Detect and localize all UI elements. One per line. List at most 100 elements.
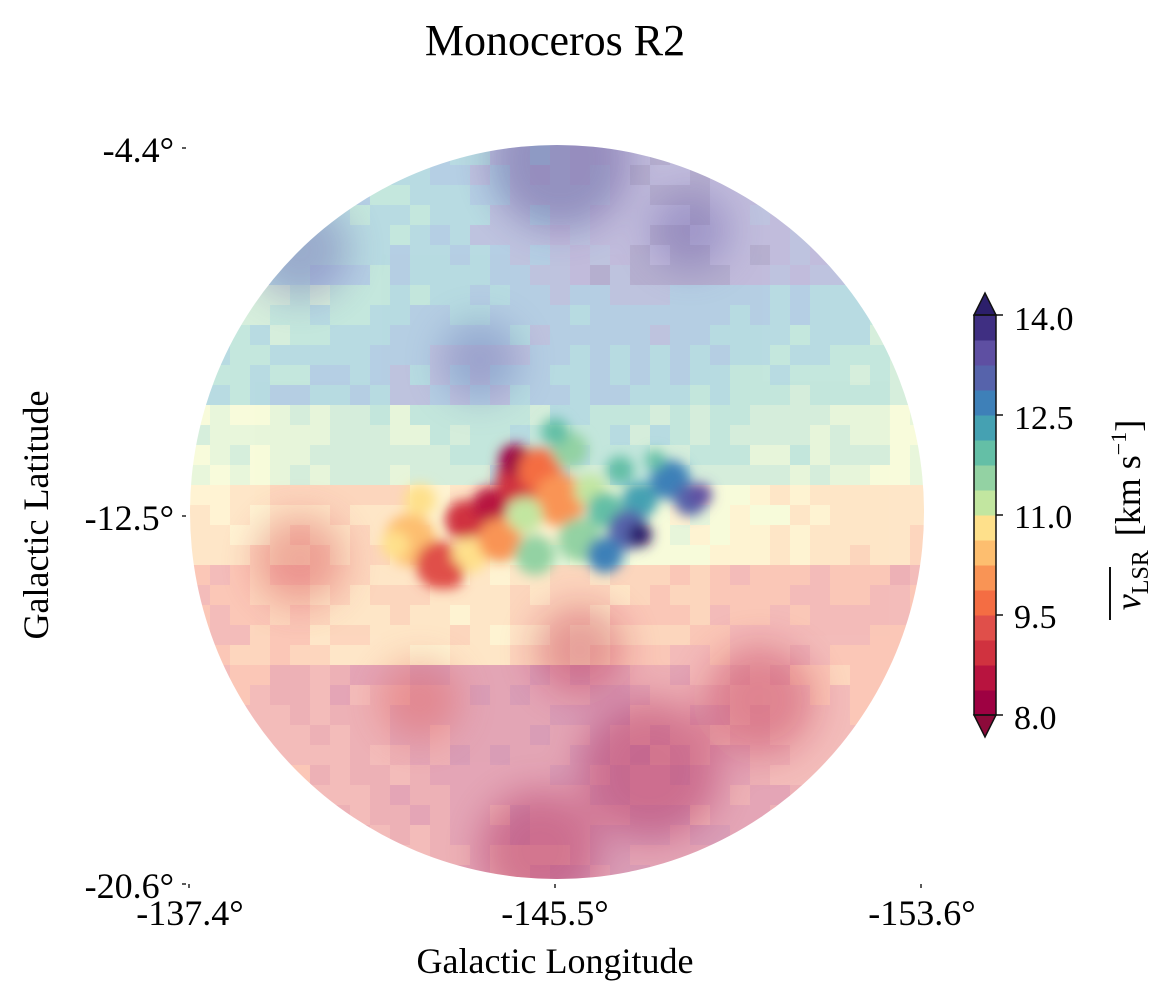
background-cell xyxy=(390,145,411,166)
background-cell xyxy=(270,745,291,766)
background-cell xyxy=(850,365,871,386)
background-cell xyxy=(530,225,551,246)
background-cell xyxy=(290,345,311,366)
background-cell xyxy=(750,425,771,446)
background-cell xyxy=(270,405,291,426)
background-cell xyxy=(250,485,271,506)
background-cell xyxy=(910,805,924,826)
background-cell xyxy=(190,705,211,726)
background-cell xyxy=(670,685,691,706)
background-cell xyxy=(610,425,631,446)
background-cell xyxy=(290,625,311,646)
background-cell xyxy=(850,805,871,826)
background-cell xyxy=(490,645,511,666)
background-cell xyxy=(370,585,391,606)
background-cell xyxy=(590,445,611,466)
background-cell xyxy=(390,785,411,806)
background-cell xyxy=(390,345,411,366)
background-cell xyxy=(410,225,431,246)
background-cell xyxy=(810,485,831,506)
background-cell xyxy=(450,465,471,486)
background-cell xyxy=(430,245,451,266)
background-cell xyxy=(390,265,411,286)
background-cell xyxy=(210,705,231,726)
background-cell xyxy=(890,325,911,346)
background-cell xyxy=(450,785,471,806)
background-cell xyxy=(750,585,771,606)
background-cell xyxy=(850,625,871,646)
background-cell xyxy=(890,665,911,686)
background-cell xyxy=(770,765,791,786)
background-cell xyxy=(390,565,411,586)
background-cell xyxy=(330,625,351,646)
background-cell xyxy=(770,205,791,226)
background-cell xyxy=(250,765,271,786)
background-cell xyxy=(910,365,924,386)
background-cell xyxy=(710,445,731,466)
background-cell xyxy=(530,365,551,386)
background-cell xyxy=(210,225,231,246)
background-cell xyxy=(350,705,371,726)
background-cell xyxy=(790,385,811,406)
background-cell xyxy=(450,665,471,686)
background-cell xyxy=(270,325,291,346)
background-cell xyxy=(190,725,211,746)
background-cell xyxy=(530,305,551,326)
background-cell xyxy=(570,305,591,326)
background-cell xyxy=(750,285,771,306)
cloud-cell xyxy=(541,418,569,446)
background-cell xyxy=(190,645,211,666)
background-cell xyxy=(910,225,924,246)
background-cell xyxy=(630,605,651,626)
background-cell xyxy=(810,625,831,646)
background-cell xyxy=(330,585,351,606)
background-cell xyxy=(890,265,911,286)
background-cell xyxy=(230,465,251,486)
background-cell xyxy=(810,245,831,266)
background-cell xyxy=(370,185,391,206)
background-cell xyxy=(610,325,631,346)
background-cell xyxy=(830,425,851,446)
background-cell xyxy=(850,585,871,606)
background-cell xyxy=(490,605,511,626)
background-cell xyxy=(530,725,551,746)
background-cell xyxy=(630,565,651,586)
background-cell xyxy=(630,185,651,206)
background-cell xyxy=(350,805,371,826)
background-cell xyxy=(190,665,211,686)
background-cell xyxy=(430,745,451,766)
background-cell xyxy=(190,865,211,879)
background-cell xyxy=(590,385,611,406)
background-cell xyxy=(470,445,491,466)
background-cell xyxy=(630,645,651,666)
background-cell xyxy=(370,405,391,426)
background-cell xyxy=(370,865,391,879)
background-cell xyxy=(470,265,491,286)
background-cell xyxy=(310,445,331,466)
background-cell xyxy=(350,365,371,386)
background-cell xyxy=(470,145,491,166)
background-cell xyxy=(250,405,271,426)
cloud-cell xyxy=(515,535,555,575)
background-cell xyxy=(590,265,611,286)
background-cell xyxy=(730,605,751,626)
background-cell xyxy=(870,245,891,266)
background-cell xyxy=(310,205,331,226)
background-cell xyxy=(410,805,431,826)
colorbar-band xyxy=(974,340,996,366)
background-cell xyxy=(250,725,271,746)
background-cell xyxy=(210,465,231,486)
colorbar-extend-min xyxy=(972,714,998,739)
background-cell xyxy=(330,185,351,206)
colorbar-band xyxy=(974,365,996,391)
background-cell xyxy=(350,625,371,646)
background-cell xyxy=(210,325,231,346)
background-cell xyxy=(690,145,711,166)
background-cell xyxy=(770,345,791,366)
background-cell xyxy=(230,245,251,266)
background-cell xyxy=(910,285,924,306)
background-cell xyxy=(530,685,551,706)
background-cell xyxy=(590,585,611,606)
background-cell xyxy=(890,505,911,526)
